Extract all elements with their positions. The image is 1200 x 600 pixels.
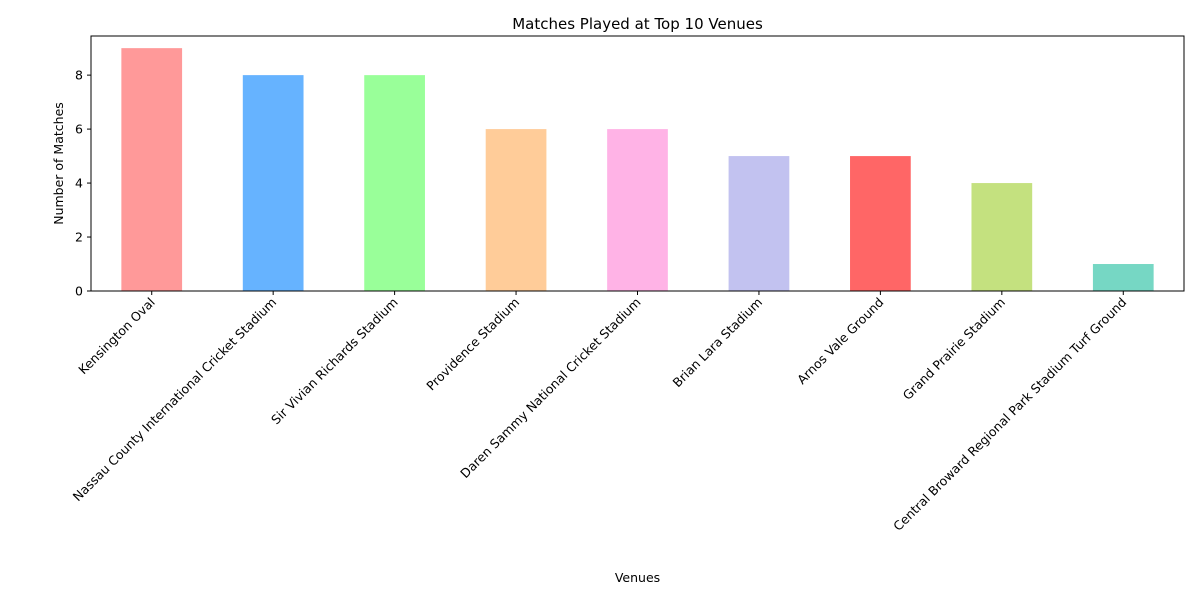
y-axis-label: Number of Matches (51, 102, 66, 225)
bar-6 (728, 156, 790, 291)
x-tick-label: Sir Vivian Richards Stadium (268, 295, 401, 428)
x-tick-label: Providence Stadium (423, 295, 522, 394)
x-tick-label: Nassau County International Cricket Stad… (70, 295, 280, 505)
x-tick-label: Grand Prairie Stadium (900, 295, 1008, 403)
x-tick-label: Brian Lara Stadium (669, 295, 765, 391)
bar-8 (971, 183, 1033, 291)
x-axis-label: Venues (615, 570, 660, 585)
x-tick-label: Central Broward Regional Park Stadium Tu… (890, 295, 1129, 534)
chart-title: Matches Played at Top 10 Venues (512, 15, 763, 33)
bar-7 (850, 156, 911, 291)
y-tick-label: 6 (75, 122, 83, 137)
bar-1 (121, 48, 183, 292)
y-axis: 0 2 4 6 8 (75, 68, 91, 299)
y-tick-label: 8 (75, 68, 83, 83)
y-tick-label: 0 (75, 284, 83, 299)
x-tick-label: Kensington Oval (75, 295, 158, 378)
y-tick-label: 2 (75, 230, 83, 245)
bar-9 (1092, 264, 1154, 291)
bar-3 (364, 75, 425, 291)
bar-4 (485, 129, 547, 291)
bar-5 (607, 129, 668, 291)
bars-group (121, 48, 1154, 292)
x-tick-label: Arnos Vale Ground (794, 295, 887, 388)
bar-2 (242, 75, 304, 291)
y-tick-label: 4 (75, 176, 83, 191)
